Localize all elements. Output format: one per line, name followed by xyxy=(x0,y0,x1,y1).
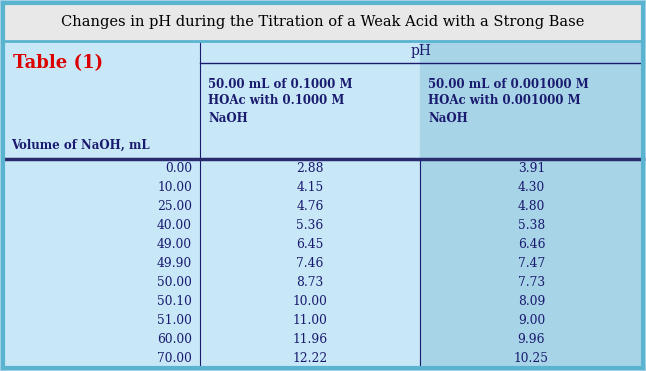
Bar xyxy=(420,159,643,178)
Bar xyxy=(420,41,643,159)
Bar xyxy=(420,273,643,292)
Bar xyxy=(3,197,200,216)
Text: 50.00 mL of 0.1000 M
HOAc with 0.1000 M
NaOH: 50.00 mL of 0.1000 M HOAc with 0.1000 M … xyxy=(208,78,353,125)
Text: 6.45: 6.45 xyxy=(297,238,324,251)
Text: 50.00 mL of 0.001000 M
HOAc with 0.001000 M
NaOH: 50.00 mL of 0.001000 M HOAc with 0.00100… xyxy=(428,78,589,125)
Bar xyxy=(200,197,420,216)
Text: 11.96: 11.96 xyxy=(293,333,328,346)
Text: 49.90: 49.90 xyxy=(157,257,192,270)
Text: 10.25: 10.25 xyxy=(514,352,549,365)
Text: 50.10: 50.10 xyxy=(157,295,192,308)
Bar xyxy=(420,311,643,330)
Text: 7.46: 7.46 xyxy=(297,257,324,270)
Bar xyxy=(200,349,420,368)
Bar xyxy=(200,178,420,197)
Text: Volume of NaOH, mL: Volume of NaOH, mL xyxy=(11,138,150,151)
Text: 7.73: 7.73 xyxy=(518,276,545,289)
Bar xyxy=(3,159,200,178)
Bar xyxy=(420,235,643,254)
Text: 9.96: 9.96 xyxy=(517,333,545,346)
Bar xyxy=(200,41,420,159)
Bar xyxy=(3,330,200,349)
Bar xyxy=(3,178,200,197)
Bar xyxy=(3,41,200,159)
Text: 3.91: 3.91 xyxy=(518,162,545,175)
Text: 12.22: 12.22 xyxy=(293,352,328,365)
Bar xyxy=(3,254,200,273)
Bar xyxy=(420,216,643,235)
Text: 40.00: 40.00 xyxy=(157,219,192,232)
Text: 11.00: 11.00 xyxy=(293,314,328,327)
Text: Table (1): Table (1) xyxy=(13,54,103,72)
Text: 5.36: 5.36 xyxy=(297,219,324,232)
Bar xyxy=(200,216,420,235)
Text: 70.00: 70.00 xyxy=(157,352,192,365)
Bar xyxy=(200,330,420,349)
Text: Changes in pH during the Titration of a Weak Acid with a Strong Base: Changes in pH during the Titration of a … xyxy=(61,15,585,29)
Bar xyxy=(3,216,200,235)
Text: 5.38: 5.38 xyxy=(518,219,545,232)
Bar xyxy=(200,235,420,254)
Text: 6.46: 6.46 xyxy=(517,238,545,251)
Text: pH: pH xyxy=(411,44,432,58)
Text: 10.00: 10.00 xyxy=(157,181,192,194)
Bar xyxy=(420,254,643,273)
Bar xyxy=(420,349,643,368)
Text: 4.30: 4.30 xyxy=(518,181,545,194)
Text: 4.80: 4.80 xyxy=(518,200,545,213)
Bar xyxy=(200,254,420,273)
Text: 50.00: 50.00 xyxy=(157,276,192,289)
Bar xyxy=(420,197,643,216)
Text: 9.00: 9.00 xyxy=(518,314,545,327)
Bar xyxy=(3,235,200,254)
Bar xyxy=(200,273,420,292)
Text: 60.00: 60.00 xyxy=(157,333,192,346)
Bar xyxy=(200,311,420,330)
Text: 4.76: 4.76 xyxy=(297,200,324,213)
Bar xyxy=(3,3,643,41)
Bar xyxy=(200,159,420,178)
Text: 2.88: 2.88 xyxy=(297,162,324,175)
Text: 25.00: 25.00 xyxy=(157,200,192,213)
Text: 8.73: 8.73 xyxy=(297,276,324,289)
Text: 0.00: 0.00 xyxy=(165,162,192,175)
Bar xyxy=(200,292,420,311)
Text: 10.00: 10.00 xyxy=(293,295,328,308)
Text: 4.15: 4.15 xyxy=(297,181,324,194)
Bar xyxy=(420,178,643,197)
Bar xyxy=(420,292,643,311)
Bar xyxy=(3,292,200,311)
Text: 49.00: 49.00 xyxy=(157,238,192,251)
Bar xyxy=(420,330,643,349)
Text: 8.09: 8.09 xyxy=(518,295,545,308)
Bar xyxy=(3,311,200,330)
Text: 51.00: 51.00 xyxy=(157,314,192,327)
Text: 7.47: 7.47 xyxy=(518,257,545,270)
Bar xyxy=(3,349,200,368)
Bar xyxy=(3,273,200,292)
